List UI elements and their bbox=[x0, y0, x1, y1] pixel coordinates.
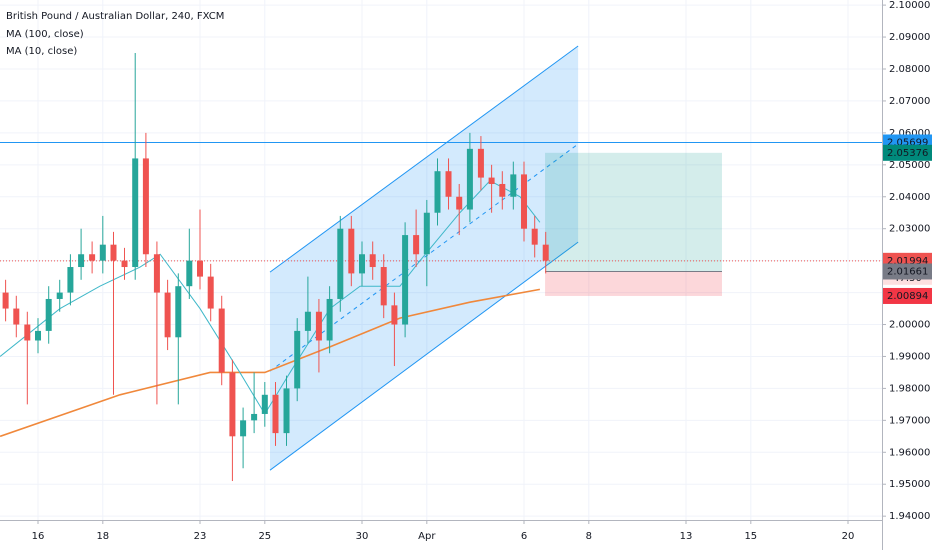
x-tick-label: 8 bbox=[586, 531, 592, 542]
x-tick-label: 25 bbox=[258, 531, 271, 542]
candle-body bbox=[510, 174, 517, 197]
entry-tag bbox=[883, 263, 932, 280]
candle-body bbox=[283, 388, 290, 434]
candle-body bbox=[153, 254, 160, 293]
candle-body bbox=[272, 394, 279, 434]
y-tick-label: 2.08000 bbox=[889, 64, 930, 75]
y-tick-label: 2.06000 bbox=[889, 128, 930, 139]
plot-area bbox=[0, 0, 882, 520]
y-tick-label: 1.99000 bbox=[889, 351, 930, 362]
candle-body bbox=[229, 372, 236, 437]
target-tag bbox=[883, 144, 932, 161]
candle-body bbox=[369, 254, 376, 268]
candle-body bbox=[413, 235, 420, 255]
y-tick-label: 1.96000 bbox=[889, 447, 930, 458]
candle-body bbox=[294, 330, 301, 389]
y-tick-label: 1.98000 bbox=[889, 383, 930, 394]
candle-body bbox=[186, 260, 193, 287]
y-tick-label: 2.07000 bbox=[889, 96, 930, 107]
legend-entry: MA (10, close) bbox=[6, 46, 77, 57]
legend-entry: MA (100, close) bbox=[6, 29, 84, 40]
candle-body bbox=[197, 260, 204, 277]
y-tick-label: 2.04000 bbox=[889, 192, 930, 203]
position-profit bbox=[545, 152, 722, 272]
candle-body bbox=[89, 254, 96, 261]
stop-tag bbox=[883, 287, 932, 304]
candle-body bbox=[45, 298, 52, 331]
channel-fill bbox=[269, 45, 579, 471]
candle-body bbox=[337, 228, 344, 299]
candle-body bbox=[423, 212, 430, 255]
x-tick-label: 15 bbox=[744, 531, 757, 542]
candle-body bbox=[67, 267, 74, 293]
candle-body bbox=[240, 420, 247, 437]
y-tick-label: 2.05000 bbox=[889, 160, 930, 171]
candle-body bbox=[542, 244, 549, 261]
x-tick-label: 18 bbox=[96, 531, 109, 542]
candle-body bbox=[261, 394, 268, 414]
candle-body bbox=[434, 171, 441, 213]
candle-body bbox=[110, 244, 117, 261]
candle-body bbox=[445, 171, 452, 197]
candle-body bbox=[521, 174, 528, 229]
candle-body bbox=[2, 292, 9, 309]
candle-body bbox=[35, 330, 42, 341]
x-tick-label: 6 bbox=[521, 531, 527, 542]
candle-body bbox=[13, 308, 20, 325]
y-tick-label: 1.97000 bbox=[889, 415, 930, 426]
candle-body bbox=[326, 298, 333, 341]
entry-tag-label: 2.01661 bbox=[887, 266, 928, 277]
candle-body bbox=[207, 276, 214, 309]
candle-body bbox=[488, 177, 495, 184]
candle-body bbox=[304, 311, 311, 331]
candle-body bbox=[24, 324, 31, 341]
candle-body bbox=[348, 228, 355, 274]
y-tick-label: 1.94000 bbox=[889, 511, 930, 522]
candle-body bbox=[142, 158, 149, 255]
target-tag-label: 2.05376 bbox=[887, 148, 928, 159]
position-loss bbox=[545, 271, 722, 296]
x-tick-label: 16 bbox=[32, 531, 45, 542]
candle-body bbox=[99, 244, 106, 261]
hline-tag-label: 2.05699 bbox=[887, 137, 928, 148]
candle-body bbox=[477, 148, 484, 178]
candle-body bbox=[402, 235, 409, 325]
candle-body bbox=[466, 148, 473, 210]
channel-upper bbox=[269, 45, 579, 273]
x-tick-label: Apr bbox=[418, 531, 436, 542]
chart-title: British Pound / Australian Dollar, 240, … bbox=[6, 11, 224, 22]
candle-body bbox=[531, 228, 538, 245]
candle-body bbox=[315, 311, 322, 341]
y-tick-label: 2.10000 bbox=[889, 0, 930, 11]
candle-body bbox=[359, 254, 366, 274]
candle-body bbox=[456, 196, 463, 210]
channel-lower bbox=[269, 241, 579, 471]
x-tick-label: 30 bbox=[356, 531, 369, 542]
y-tick-label: 2.03000 bbox=[889, 224, 930, 235]
candle-body bbox=[391, 305, 398, 325]
candle-body bbox=[218, 308, 225, 373]
candle-body bbox=[251, 413, 258, 421]
candle-body bbox=[499, 183, 506, 197]
candle-body bbox=[121, 260, 128, 268]
y-tick-label: 2.00000 bbox=[889, 320, 930, 331]
y-tick-label: 1.95000 bbox=[889, 479, 930, 490]
candle-body bbox=[78, 254, 85, 268]
stop-tag-label: 2.00894 bbox=[887, 291, 928, 302]
y-tick-label: 2.09000 bbox=[889, 32, 930, 43]
x-tick-label: 13 bbox=[680, 531, 693, 542]
candle-body bbox=[56, 292, 63, 299]
overlay: 2.10000 2.09000 2.08000 2.07000 2.06000 2.050… bbox=[6, 0, 932, 542]
candle-body bbox=[175, 286, 182, 338]
last-price-tag-label: 2.01994 bbox=[887, 256, 928, 267]
candle-body bbox=[380, 267, 387, 306]
x-tick-label: 20 bbox=[842, 531, 855, 542]
candle-body bbox=[164, 292, 171, 338]
x-tick-label: 23 bbox=[194, 531, 207, 542]
candle-body bbox=[132, 158, 139, 268]
